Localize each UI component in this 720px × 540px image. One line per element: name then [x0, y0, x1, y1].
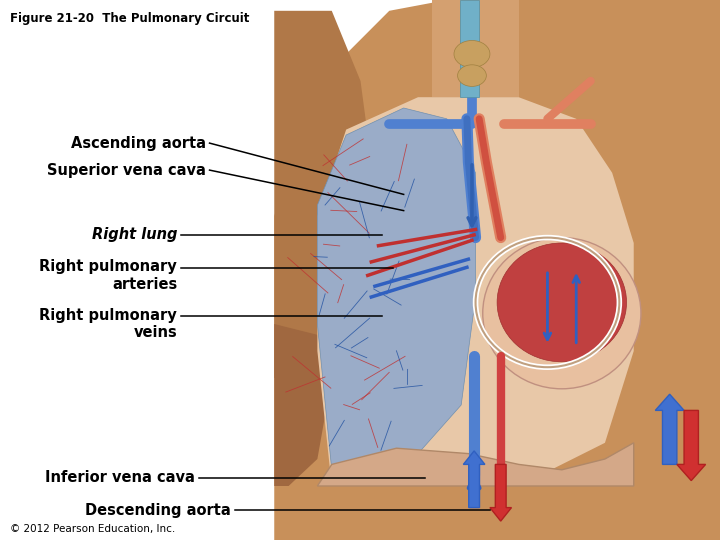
Text: Right lung: Right lung	[91, 227, 177, 242]
Text: Figure 21-20  The Pulmonary Circuit: Figure 21-20 The Pulmonary Circuit	[9, 12, 249, 25]
Text: Ascending aorta: Ascending aorta	[71, 136, 206, 151]
Polygon shape	[274, 324, 332, 486]
FancyArrow shape	[464, 451, 485, 508]
Ellipse shape	[454, 40, 490, 68]
Text: Descending aorta: Descending aorta	[86, 503, 231, 518]
FancyArrow shape	[655, 394, 684, 464]
Ellipse shape	[458, 65, 486, 86]
Ellipse shape	[482, 238, 641, 389]
Ellipse shape	[497, 243, 626, 362]
Polygon shape	[274, 11, 375, 378]
Polygon shape	[433, 0, 518, 97]
Text: Superior vena cava: Superior vena cava	[47, 163, 206, 178]
Text: Right pulmonary
arteries: Right pulmonary arteries	[40, 259, 177, 292]
Text: © 2012 Pearson Education, Inc.: © 2012 Pearson Education, Inc.	[9, 523, 175, 534]
Polygon shape	[318, 97, 634, 486]
Text: Right pulmonary
veins: Right pulmonary veins	[40, 308, 177, 340]
FancyArrow shape	[490, 464, 511, 521]
FancyArrow shape	[677, 410, 706, 481]
Polygon shape	[318, 108, 475, 470]
Polygon shape	[460, 0, 479, 97]
Polygon shape	[274, 0, 720, 540]
Text: Inferior vena cava: Inferior vena cava	[45, 470, 195, 485]
Polygon shape	[318, 443, 634, 486]
